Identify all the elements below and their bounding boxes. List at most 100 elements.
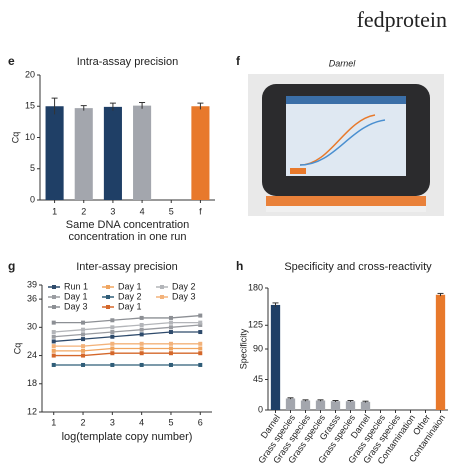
point — [198, 330, 203, 335]
series-line — [53, 347, 201, 352]
device-photo — [248, 74, 444, 216]
point — [110, 341, 115, 346]
point — [198, 322, 203, 327]
y-tick-label: 5 — [30, 163, 35, 173]
y-tick-label: 15 — [25, 101, 35, 111]
series-line — [53, 331, 201, 343]
x-tick-label: 4 — [140, 206, 145, 216]
point — [51, 348, 56, 353]
bar — [330, 401, 341, 410]
series-line — [53, 343, 201, 347]
chart-title: Inter-assay precision — [76, 261, 178, 273]
legend-label: Run 1 — [64, 281, 88, 291]
point — [51, 362, 56, 367]
legend-marker — [52, 285, 56, 289]
y-tick-label: 20 — [25, 69, 35, 79]
x-tick-label: 1 — [51, 417, 56, 427]
x-tick-label: 2 — [81, 417, 86, 427]
y-axis-label: Specificity — [238, 328, 248, 369]
brand: fedprotein — [357, 7, 447, 32]
y-tick-label: 30 — [27, 322, 37, 332]
point — [51, 339, 56, 344]
bar — [103, 106, 122, 200]
legend-label: Day 2 — [118, 291, 142, 301]
legend-marker — [106, 295, 110, 299]
point — [110, 362, 115, 367]
x-tick-label: 4 — [139, 417, 144, 427]
point — [51, 344, 56, 349]
legend-label: Day 1 — [118, 281, 142, 291]
point — [139, 327, 144, 332]
point — [168, 320, 173, 325]
point — [168, 341, 173, 346]
legend-marker — [106, 305, 110, 309]
chart-title: Specificity and cross-reactivity — [284, 261, 432, 273]
series-line — [53, 352, 201, 357]
bar — [191, 106, 210, 200]
legend-label: Day 2 — [172, 281, 196, 291]
point — [110, 346, 115, 351]
x-tick-label: f — [199, 206, 202, 216]
point — [51, 330, 56, 335]
bar — [360, 401, 371, 410]
point — [110, 334, 115, 339]
x-axis-label: concentration in one run — [68, 231, 186, 243]
x-tick-label: 3 — [110, 206, 115, 216]
point — [198, 362, 203, 367]
panel-letter: h — [236, 259, 243, 273]
point — [198, 351, 203, 356]
bar — [300, 400, 311, 410]
y-tick-label: 12 — [27, 406, 37, 416]
point — [81, 337, 86, 342]
legend-label: Day 3 — [64, 301, 88, 311]
point — [139, 351, 144, 356]
point — [110, 351, 115, 356]
series-line — [53, 324, 201, 338]
point — [168, 346, 173, 351]
x-tick-label: 5 — [169, 206, 174, 216]
y-tick-label: 45 — [253, 374, 263, 384]
legend-marker — [52, 305, 56, 309]
legend-label: Day 1 — [64, 291, 88, 301]
point — [51, 320, 56, 325]
point — [81, 332, 86, 337]
x-tick-label: 6 — [198, 417, 203, 427]
point — [139, 322, 144, 327]
point — [168, 330, 173, 335]
y-tick-label: 18 — [27, 378, 37, 388]
series-line — [53, 314, 201, 324]
point — [81, 344, 86, 349]
bar — [345, 401, 356, 410]
point — [168, 362, 173, 367]
point — [168, 325, 173, 330]
point — [139, 315, 144, 320]
point — [139, 341, 144, 346]
point — [81, 327, 86, 332]
point — [51, 334, 56, 339]
bar — [270, 304, 281, 410]
point — [110, 325, 115, 330]
y-tick-label: 24 — [27, 350, 37, 360]
bar — [435, 294, 446, 410]
bar — [74, 108, 93, 200]
point — [81, 320, 86, 325]
point — [81, 353, 86, 358]
point — [198, 346, 203, 351]
x-axis-label: Same DNA concentration — [66, 219, 190, 231]
legend-marker — [160, 285, 164, 289]
legend-label: Day 3 — [172, 291, 196, 301]
panel-letter: e — [8, 54, 15, 68]
panel-letter: g — [8, 259, 15, 273]
y-tick-label: 180 — [248, 282, 263, 292]
point — [168, 351, 173, 356]
point — [139, 332, 144, 337]
x-tick-label: 3 — [110, 417, 115, 427]
point — [198, 313, 203, 318]
x-tick-label: 1 — [52, 206, 57, 216]
y-tick-label: 36 — [27, 293, 37, 303]
bar — [45, 106, 64, 200]
y-axis-label: Cq — [10, 132, 20, 144]
y-tick-label: 125 — [248, 320, 263, 330]
y-tick-label: 39 — [27, 279, 37, 289]
